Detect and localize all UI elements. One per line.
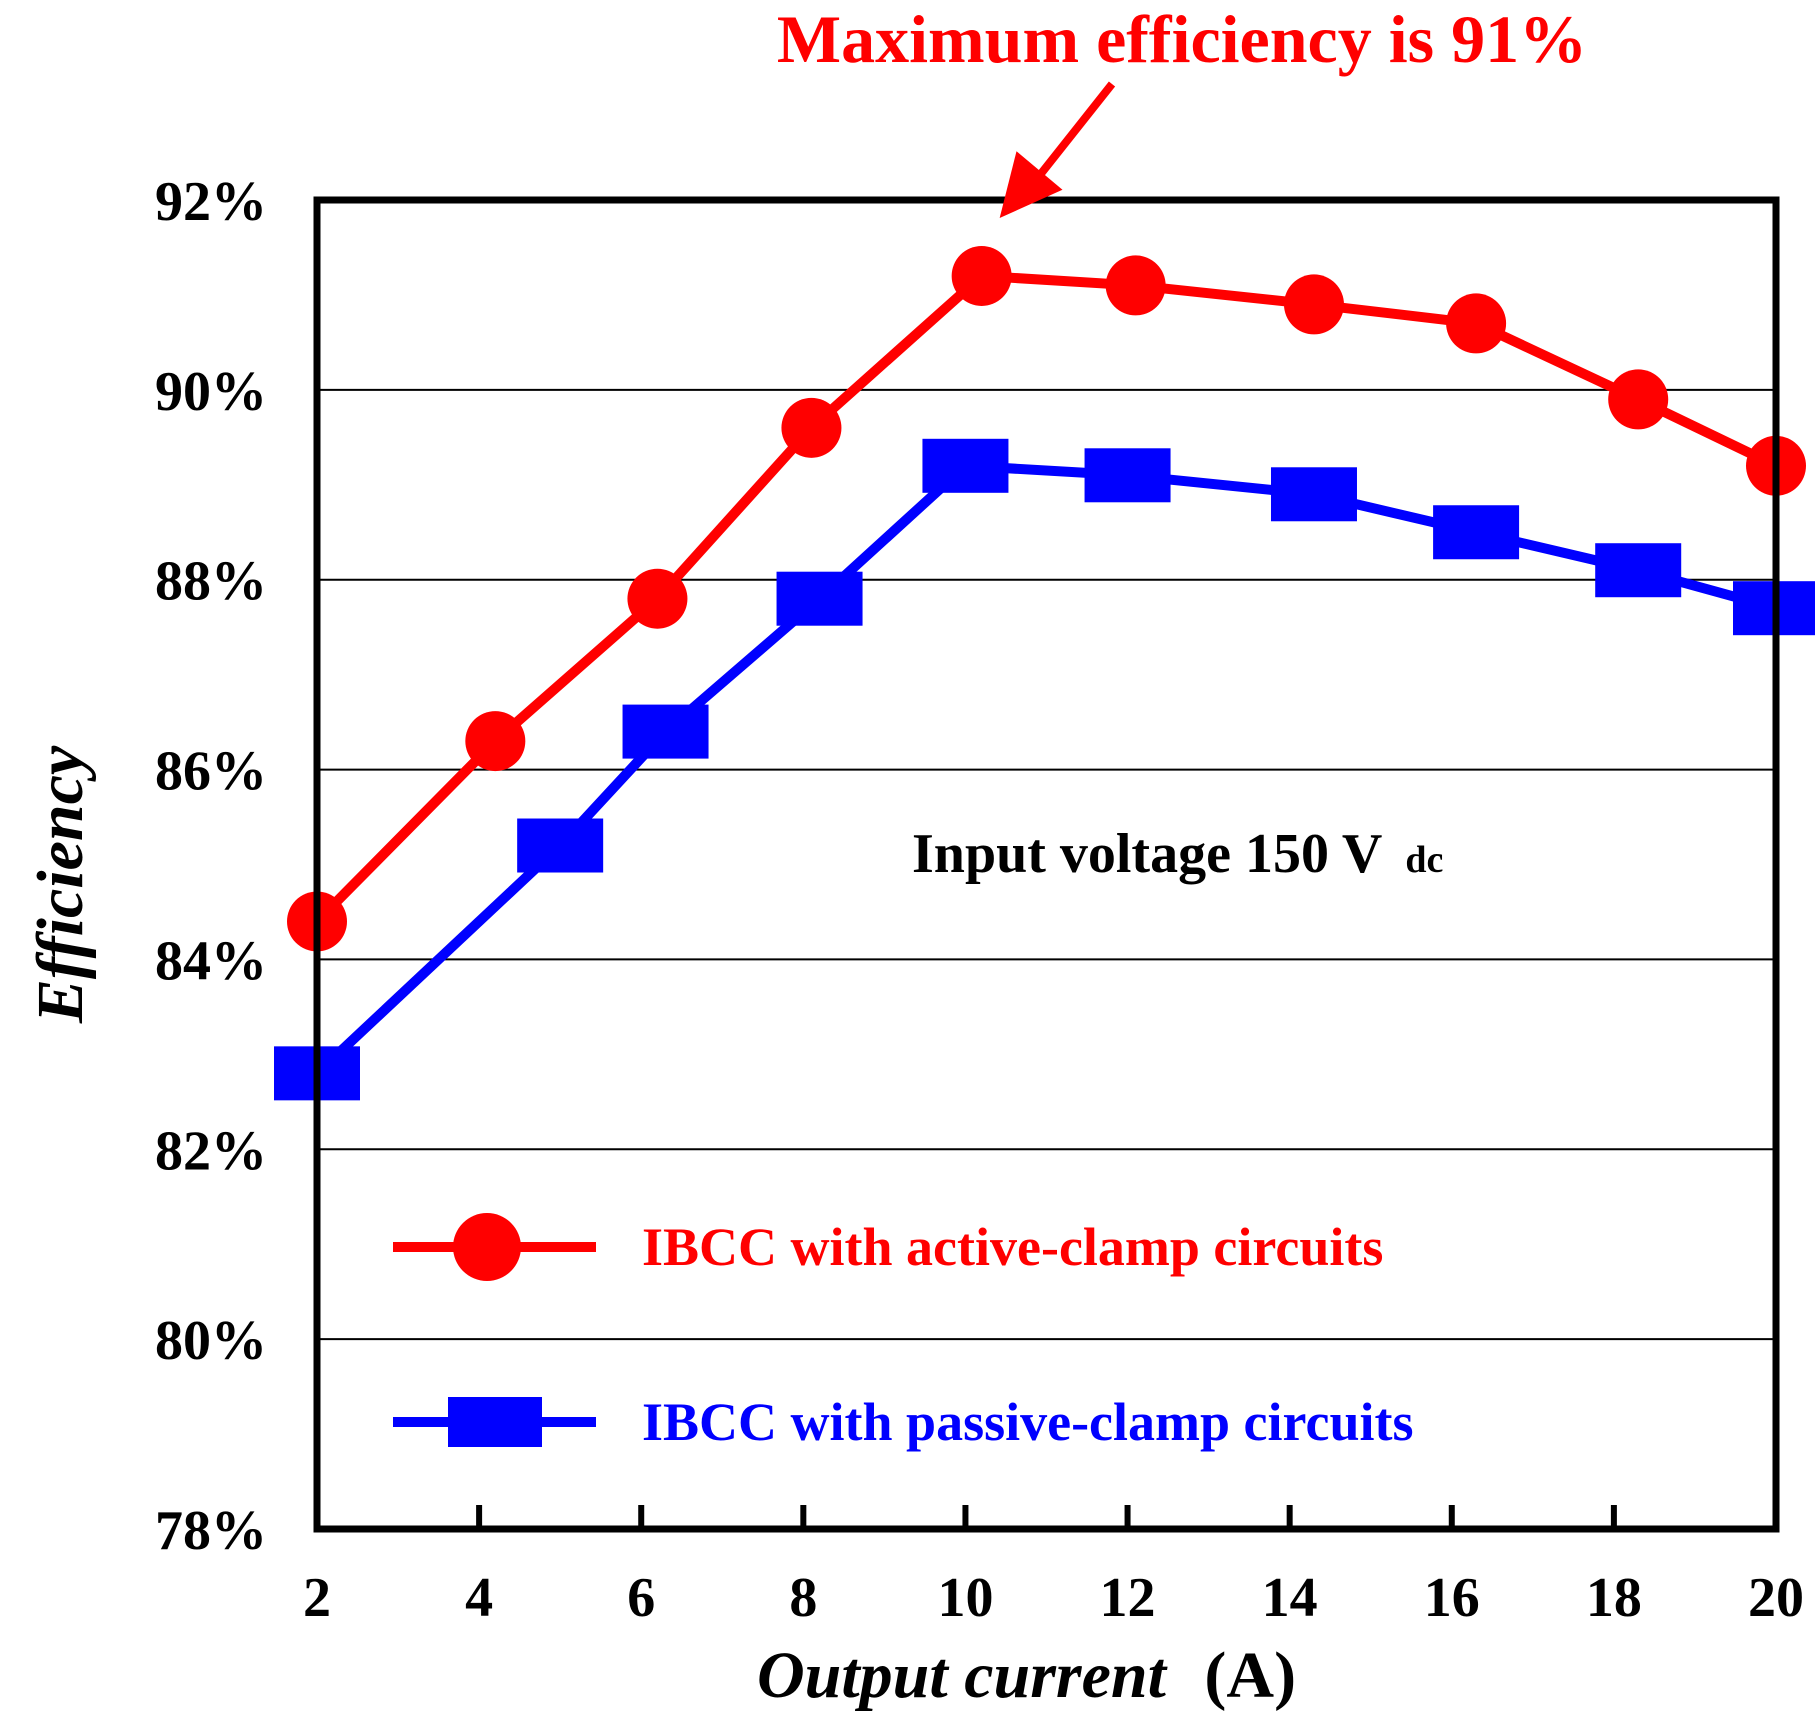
series-2 — [274, 438, 1815, 1101]
x-tick-label: 18 — [1586, 1567, 1642, 1629]
x-tick-label: 4 — [465, 1567, 493, 1629]
legend: IBCC with active-clamp circuits IBCC with… — [393, 1213, 1414, 1452]
data-point — [1283, 274, 1344, 335]
data-point — [1105, 255, 1166, 316]
data-point — [1446, 293, 1507, 354]
y-tick-label: 80% — [155, 1310, 267, 1372]
x-tick-label: 6 — [627, 1567, 655, 1629]
input-voltage-text: Input voltage 150 V — [912, 823, 1382, 885]
arrow-head — [999, 151, 1063, 218]
data-point — [922, 438, 1009, 493]
series-1 — [287, 245, 1806, 952]
data-point — [465, 711, 526, 772]
y-tick-label: 84% — [155, 930, 267, 992]
legend-marker — [448, 1397, 542, 1447]
x-tick-label: 10 — [937, 1567, 993, 1629]
x-axis-title-unit: (A) — [1204, 1639, 1296, 1712]
data-point — [622, 704, 709, 759]
y-axis-title: Efficiency — [24, 745, 97, 1024]
x-tick-label: 2 — [303, 1567, 331, 1629]
y-tick-label: 92% — [155, 171, 267, 233]
data-point — [781, 397, 842, 458]
x-axis-title: Output current (A) — [757, 1639, 1296, 1712]
y-tick-label: 88% — [155, 551, 267, 613]
data-point — [1270, 467, 1357, 522]
max-efficiency-arrow — [999, 81, 1116, 218]
y-tick-label: 82% — [155, 1120, 267, 1182]
y-tick-label: 86% — [155, 741, 267, 803]
series-line — [313, 270, 1779, 925]
grid-lines — [317, 388, 1776, 1341]
legend-item-1: IBCC with active-clamp circuits — [393, 1213, 1383, 1281]
y-tick-label: 78% — [155, 1500, 267, 1562]
input-voltage-annotation: Input voltage 150 V dc — [912, 823, 1443, 885]
data-point — [1608, 369, 1669, 430]
legend-marker — [453, 1213, 521, 1281]
data-point — [1084, 448, 1171, 503]
series-line — [313, 460, 1778, 1077]
legend-label: IBCC with passive-clamp circuits — [642, 1392, 1414, 1452]
x-axis-ticks — [314, 1505, 1779, 1529]
data-point — [1595, 543, 1682, 598]
legend-label: IBCC with active-clamp circuits — [642, 1217, 1383, 1277]
arrow-shaft — [1026, 81, 1116, 191]
data-point — [517, 818, 604, 873]
series-layer — [274, 245, 1815, 1101]
max-efficiency-annotation: Maximum efficiency is 91% — [777, 1, 1587, 77]
plot-frame — [313, 196, 1780, 1533]
x-tick-label: 20 — [1748, 1567, 1804, 1629]
y-axis-tick-labels: 78% 80% 82% 84% 86% 88% 90% 92% — [155, 171, 267, 1562]
x-axis-title-text: Output current — [757, 1639, 1168, 1712]
x-tick-label: 8 — [789, 1567, 817, 1629]
x-tick-label: 14 — [1262, 1567, 1318, 1629]
x-tick-label: 16 — [1424, 1567, 1480, 1629]
y-tick-label: 90% — [155, 361, 267, 423]
data-point — [627, 568, 688, 629]
data-point — [1433, 505, 1520, 560]
x-tick-label: 12 — [1100, 1567, 1156, 1629]
data-point — [951, 245, 1012, 306]
data-point — [776, 571, 863, 626]
input-voltage-subscript: dc — [1405, 839, 1443, 881]
x-axis-tick-labels: 2 4 6 8 10 12 14 16 18 20 — [303, 1567, 1804, 1629]
legend-item-2: IBCC with passive-clamp circuits — [393, 1392, 1414, 1452]
